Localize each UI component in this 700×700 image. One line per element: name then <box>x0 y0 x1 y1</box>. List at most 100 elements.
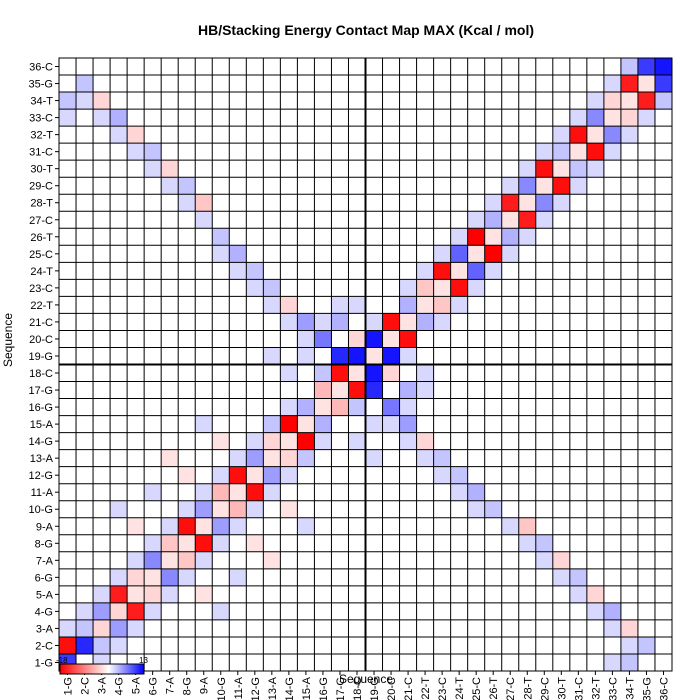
heatmap-cell <box>246 483 264 502</box>
heatmap-cell <box>195 211 213 229</box>
y-tick-label: 18-C <box>29 368 53 380</box>
heatmap-cell <box>246 432 264 450</box>
heatmap-cell <box>433 245 451 263</box>
heatmap-cell <box>297 330 315 348</box>
x-tick-label: 24-T <box>454 677 466 700</box>
y-tick-label: 3-A <box>36 623 54 635</box>
heatmap-cell <box>161 568 179 587</box>
y-tick-label: 2-C <box>35 640 53 652</box>
heatmap-cell <box>620 653 639 672</box>
heatmap-cell <box>382 364 400 382</box>
heatmap-cell <box>314 364 332 382</box>
y-tick-label: 27-C <box>29 215 53 227</box>
y-tick-label: 12-G <box>29 470 53 482</box>
heatmap-cell <box>314 415 332 433</box>
y-tick-label: 33-C <box>29 113 53 125</box>
x-tick-label: 31-C <box>573 677 585 700</box>
heatmap-cell <box>501 228 520 246</box>
heatmap-cell <box>399 313 417 331</box>
y-tick-label: 11-A <box>31 487 54 499</box>
heatmap-cell <box>603 143 622 161</box>
heatmap-cell <box>161 551 179 570</box>
heatmap-cell <box>416 313 434 331</box>
heatmap-cell <box>450 262 468 280</box>
heatmap-cell <box>637 92 656 110</box>
heatmap-cell <box>586 143 605 161</box>
heatmap-cell <box>127 551 145 570</box>
heatmap-cell <box>586 126 605 144</box>
heatmap-cell <box>144 143 162 161</box>
heatmap-cell <box>399 432 417 450</box>
y-tick-label: 15-A <box>30 419 54 431</box>
heatmap-cell <box>348 296 366 314</box>
y-tick-label: 10-G <box>29 504 53 516</box>
heatmap-cell <box>144 534 162 553</box>
heatmap-cell <box>518 517 537 536</box>
x-tick-label: 36-C <box>658 677 670 700</box>
x-tick-label: 22-T <box>420 677 432 700</box>
heatmap-cell <box>297 517 315 536</box>
heatmap-cell <box>518 194 537 212</box>
y-tick-label: 26-T <box>30 232 53 244</box>
heatmap-cell <box>620 619 639 638</box>
y-tick-label: 23-C <box>29 283 53 295</box>
heatmap-cell <box>280 500 298 519</box>
heatmap-cell <box>280 364 298 382</box>
heatmap-cell <box>229 262 247 280</box>
heatmap-cell <box>467 262 485 280</box>
heatmap-cell <box>433 449 451 467</box>
heatmap-cell <box>535 194 554 212</box>
heatmap-cell <box>416 296 434 314</box>
heatmap-cell <box>195 194 213 212</box>
x-axis-label: Sequence <box>339 672 393 686</box>
heatmap-cell <box>399 415 417 433</box>
y-tick-label: 31-C <box>29 147 53 159</box>
heatmap-cell <box>195 483 213 502</box>
heatmap-cell <box>280 398 298 416</box>
x-tick-label: 25-C <box>471 677 483 700</box>
heatmap-cell <box>195 517 213 536</box>
x-tick-label: 26-T <box>488 677 500 700</box>
heatmap-cell <box>433 279 451 297</box>
heatmap-cell <box>467 500 485 519</box>
heatmap-cell <box>331 347 349 365</box>
heatmap-cell <box>348 381 366 399</box>
heatmap-cell <box>399 398 417 416</box>
heatmap-cell <box>450 296 468 314</box>
heatmap-cell <box>586 602 605 621</box>
heatmap-cell <box>59 92 77 110</box>
heatmap-cell <box>535 211 554 229</box>
heatmap-cell <box>484 500 503 519</box>
heatmap-cell <box>246 534 264 553</box>
heatmap-cell <box>212 602 230 621</box>
heatmap-cell <box>518 534 537 553</box>
heatmap-cell <box>450 245 468 263</box>
heatmap-cell <box>229 568 247 587</box>
heatmap-cell <box>399 347 417 365</box>
heatmap-cell <box>620 58 639 76</box>
x-tick-label: 4-G <box>114 677 126 695</box>
heatmap-cell <box>314 432 332 450</box>
heatmap-cell <box>280 296 298 314</box>
heatmap-cell <box>195 415 213 433</box>
heatmap-cell <box>110 619 128 638</box>
heatmap-cell <box>620 109 639 127</box>
heatmap-cell <box>484 211 503 229</box>
heatmap-cell <box>603 653 622 672</box>
y-tick-label: 19-G <box>29 351 53 363</box>
heatmap-cell <box>144 160 162 178</box>
heatmap-cell <box>297 313 315 331</box>
heatmap-cell <box>569 160 588 178</box>
y-tick-label: 32-T <box>30 130 53 142</box>
heatmap-cell <box>552 126 571 144</box>
heatmap-cell <box>297 432 315 450</box>
heatmap-cell <box>535 177 554 195</box>
heatmap-cell <box>365 381 383 399</box>
heatmap-cell <box>127 126 145 144</box>
heatmap-cell <box>484 245 503 263</box>
heatmap-cell <box>280 449 298 467</box>
y-tick-label: 13-A <box>30 453 54 465</box>
heatmap-cell <box>212 534 230 553</box>
y-tick-label: 34-T <box>30 96 53 108</box>
x-tick-label: 10-G <box>216 677 228 700</box>
